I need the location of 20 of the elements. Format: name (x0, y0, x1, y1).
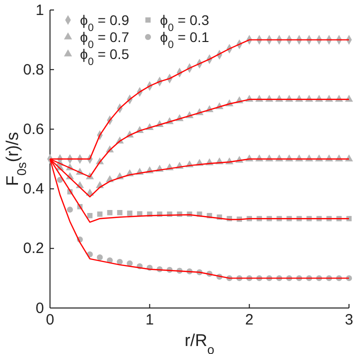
point (66, 206, 73, 213)
x-tick-label: 2 (245, 312, 254, 329)
y-tick-label: 0.6 (23, 121, 44, 138)
point (126, 260, 133, 266)
y-tick-label: 0 (36, 300, 44, 317)
point (107, 210, 112, 216)
x-tick-label: 1 (145, 312, 154, 329)
point (117, 210, 122, 216)
point (116, 258, 123, 265)
y-tick-label: 0.4 (23, 180, 44, 198)
x-axis-title: r/R$_{o}$ (184, 331, 214, 354)
y-tick-label: 0.2 (23, 240, 44, 258)
x-tick-label: 3 (344, 312, 354, 329)
point (344, 154, 354, 162)
point (87, 212, 93, 218)
point (127, 210, 132, 216)
y-tick-label: 1 (36, 2, 44, 19)
point (97, 211, 102, 217)
point (96, 254, 103, 260)
y-tick-label: 0.8 (23, 61, 44, 78)
